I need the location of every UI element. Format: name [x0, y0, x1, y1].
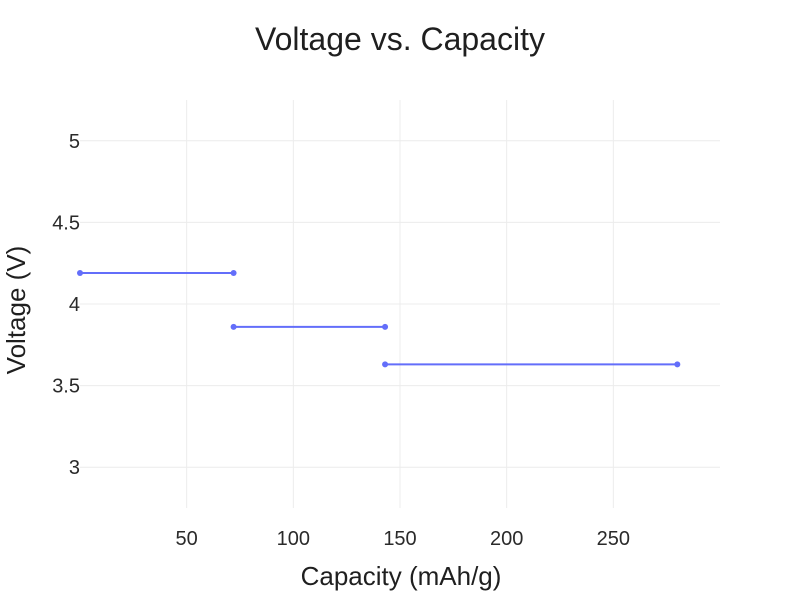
x-tick-label: 250 [597, 528, 630, 550]
data-point [77, 269, 83, 276]
x-tick-label: 200 [490, 528, 523, 550]
y-tick-label: 3.5 [52, 376, 80, 398]
chart-title: Voltage vs. Capacity [255, 21, 545, 57]
data-point [674, 361, 681, 368]
y-tick-label: 4 [69, 294, 80, 316]
y-tick-label: 5 [69, 131, 80, 153]
series-layer [77, 269, 681, 368]
data-point [230, 323, 237, 330]
x-tick-label: 150 [383, 528, 416, 550]
tick-labels: 50 100 150 200 250 3 3.5 4 4.5 5 [52, 131, 630, 550]
x-tick-label: 50 [176, 528, 198, 550]
y-tick-label: 3 [69, 457, 80, 479]
data-point [230, 269, 237, 276]
data-point [382, 323, 389, 330]
y-tick-label: 4.5 [52, 212, 80, 234]
data-point [382, 361, 389, 368]
x-axis-title: Capacity (mAh/g) [301, 561, 502, 591]
x-tick-label: 100 [277, 528, 310, 550]
grid [80, 100, 720, 508]
y-axis-title: Voltage (V) [1, 246, 31, 375]
